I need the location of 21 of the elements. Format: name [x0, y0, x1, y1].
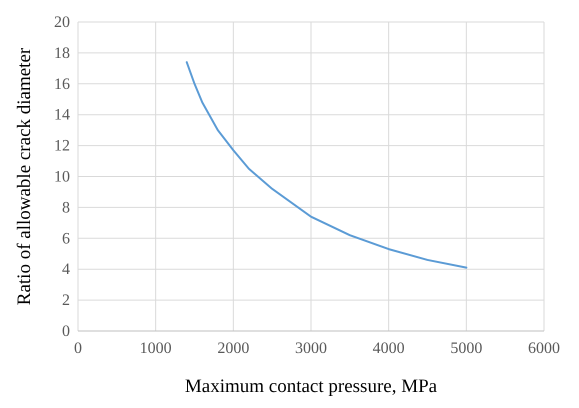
x-tick-label: 0 [74, 340, 82, 357]
x-tick-label: 5000 [450, 340, 482, 357]
y-tick-label: 10 [54, 168, 70, 186]
x-tick-label: 4000 [372, 340, 405, 357]
y-tick-label: 20 [54, 14, 70, 31]
x-tick-label: 2000 [217, 340, 250, 357]
y-tick-label: 4 [62, 261, 70, 278]
x-tick-label: 1000 [140, 340, 172, 357]
y-tick-label: 2 [62, 292, 70, 310]
y-tick-label: 14 [54, 106, 70, 124]
y-tick-label: 0 [62, 323, 70, 340]
y-tick-label: 12 [54, 138, 70, 155]
x-axis-title: Maximum contact pressure, MPa [184, 376, 438, 397]
y-tick-label: 8 [62, 199, 70, 216]
line-series [186, 61, 468, 269]
y-tick-label: 16 [54, 76, 70, 93]
y-axis-title: Ratio of allowable crack diameter [14, 47, 35, 306]
x-tick-label: 3000 [295, 340, 327, 357]
x-tick-label: 6000 [528, 340, 560, 357]
y-tick-label: 18 [54, 44, 70, 62]
y-tick-label: 6 [62, 230, 70, 248]
